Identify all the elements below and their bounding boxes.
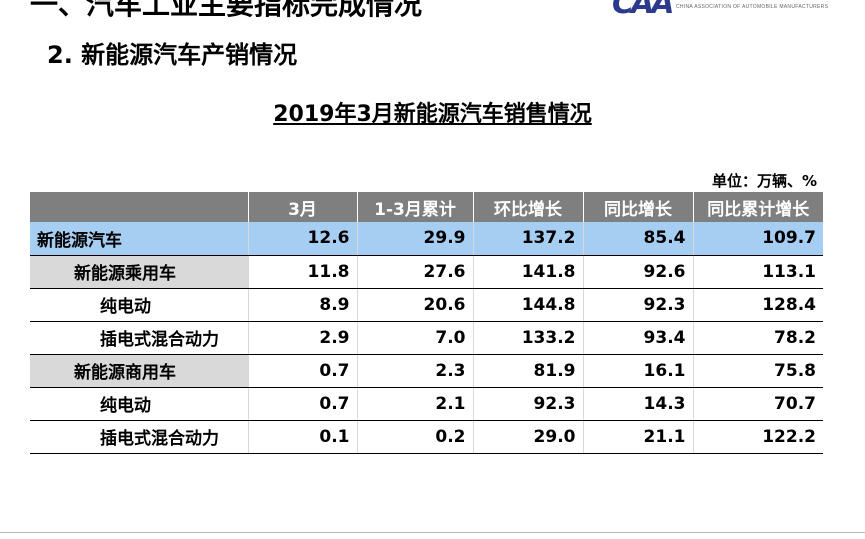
cell-yoy-growth: 21.1 — [582, 420, 693, 454]
cell-yoy-growth: 16.1 — [582, 354, 693, 388]
cell-yoy-cumulative-growth: 78.2 — [692, 321, 823, 355]
table-row-passenger-phev: 插电式混合动力 2.9 7.0 133.2 93.4 78.2 — [30, 321, 823, 355]
cell-mom-growth: 137.2 — [472, 222, 583, 256]
table-row-commercial-phev: 插电式混合动力 0.1 0.2 29.0 21.1 122.2 — [30, 420, 823, 454]
col-header-yoy-cumulative-growth: 同比累计增长 — [692, 192, 823, 222]
table-row-commercial-bev: 纯电动 0.7 2.1 92.3 14.3 70.7 — [30, 387, 823, 421]
cell-q1-cumulative: 20.6 — [356, 288, 473, 322]
table-title: 2019年3月新能源汽车销售情况 — [273, 102, 592, 127]
cell-mom-growth: 133.2 — [472, 321, 583, 355]
cell-march: 2.9 — [247, 321, 357, 355]
cell-march: 0.7 — [247, 354, 357, 388]
cell-yoy-growth: 92.6 — [582, 255, 693, 289]
row-label: 新能源汽车 — [30, 222, 248, 256]
cell-march: 8.9 — [247, 288, 357, 322]
cell-yoy-cumulative-growth: 113.1 — [692, 255, 823, 289]
col-header-category — [30, 192, 248, 222]
section-title: 2. 新能源汽车产销情况 — [47, 41, 298, 69]
cell-yoy-growth: 92.3 — [582, 288, 693, 322]
caam-logo-text: CHINA ASSOCIATION OF AUTOMOBILE MANUFACT… — [676, 4, 829, 10]
row-label: 插电式混合动力 — [30, 321, 248, 355]
cell-yoy-cumulative-growth: 75.8 — [692, 354, 823, 388]
cell-q1-cumulative: 7.0 — [356, 321, 473, 355]
row-label: 新能源商用车 — [30, 354, 248, 388]
cell-yoy-growth: 85.4 — [582, 222, 693, 256]
row-label: 纯电动 — [30, 288, 248, 322]
col-header-march: 3月 — [247, 192, 357, 222]
col-header-mom-growth: 环比增长 — [472, 192, 583, 222]
cell-march: 0.1 — [247, 420, 357, 454]
cell-q1-cumulative: 27.6 — [356, 255, 473, 289]
cell-yoy-cumulative-growth: 109.7 — [692, 222, 823, 256]
col-header-q1-cumulative: 1-3月累计 — [356, 192, 473, 222]
cell-mom-growth: 144.8 — [472, 288, 583, 322]
cell-q1-cumulative: 29.9 — [356, 222, 473, 256]
cell-yoy-cumulative-growth: 128.4 — [692, 288, 823, 322]
cell-q1-cumulative: 2.1 — [356, 387, 473, 421]
top-heading: 一、汽车工业主要指标完成情况 — [30, 0, 423, 21]
row-label: 新能源乘用车 — [30, 255, 248, 289]
table-row-passenger-bev: 纯电动 8.9 20.6 144.8 92.3 128.4 — [30, 288, 823, 322]
cell-march: 0.7 — [247, 387, 357, 421]
cell-q1-cumulative: 2.3 — [356, 354, 473, 388]
caam-logo-mark: CAA — [612, 0, 674, 21]
table-row-nev-commercial: 新能源商用车 0.7 2.3 81.9 16.1 75.8 — [30, 354, 823, 388]
cell-march: 11.8 — [247, 255, 357, 289]
cell-yoy-growth: 14.3 — [582, 387, 693, 421]
cell-mom-growth: 81.9 — [472, 354, 583, 388]
cell-mom-growth: 29.0 — [472, 420, 583, 454]
row-label: 插电式混合动力 — [30, 420, 248, 454]
cell-march: 12.6 — [247, 222, 357, 256]
cell-mom-growth: 141.8 — [472, 255, 583, 289]
unit-note: 单位：万辆、% — [711, 172, 817, 190]
nev-sales-table: 3月 1-3月累计 环比增长 同比增长 同比累计增长 新能源汽车 12.6 29… — [30, 192, 823, 454]
table-header-row: 3月 1-3月累计 环比增长 同比增长 同比累计增长 — [30, 192, 823, 222]
caam-logo: CAA CHINA ASSOCIATION OF AUTOMOBILE MANU… — [612, 0, 865, 21]
cell-mom-growth: 92.3 — [472, 387, 583, 421]
col-header-yoy-growth: 同比增长 — [582, 192, 693, 222]
cell-yoy-cumulative-growth: 70.7 — [692, 387, 823, 421]
cell-yoy-cumulative-growth: 122.2 — [692, 420, 823, 454]
table-row-nev-passenger: 新能源乘用车 11.8 27.6 141.8 92.6 113.1 — [30, 255, 823, 289]
cell-q1-cumulative: 0.2 — [356, 420, 473, 454]
cell-yoy-growth: 93.4 — [582, 321, 693, 355]
table-row-nev-total: 新能源汽车 12.6 29.9 137.2 85.4 109.7 — [30, 222, 823, 256]
row-label: 纯电动 — [30, 387, 248, 421]
footer-divider — [0, 532, 865, 533]
